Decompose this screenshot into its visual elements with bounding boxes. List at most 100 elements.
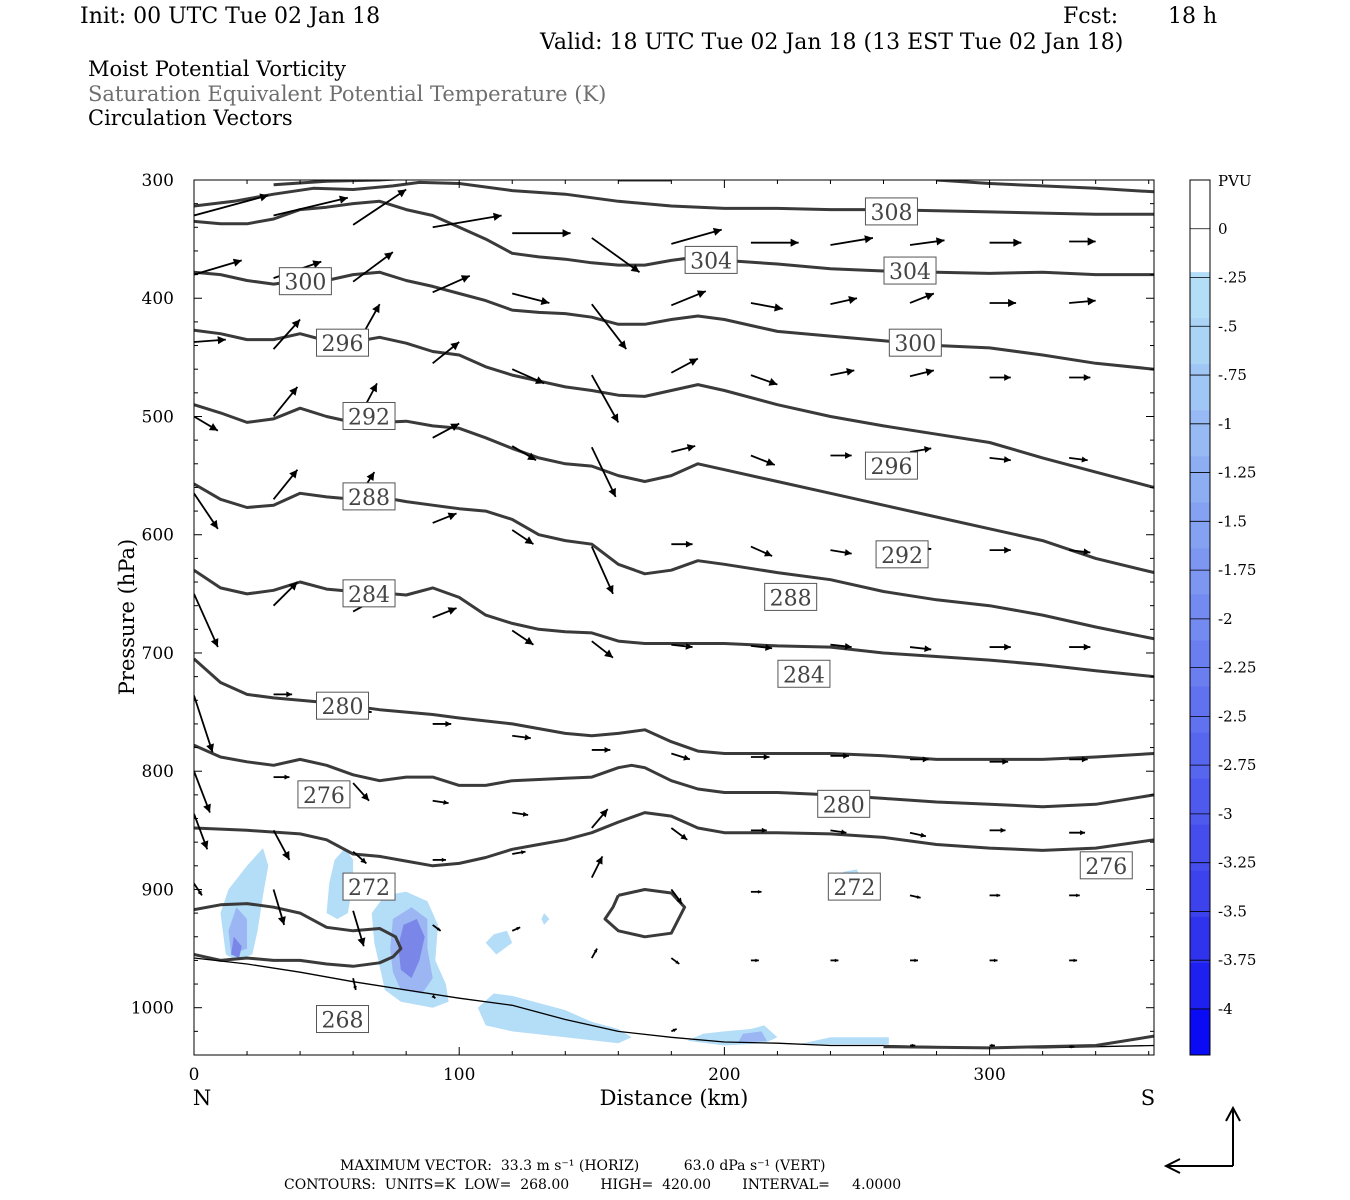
circulation-vector <box>194 695 214 753</box>
y-tick-label: 400 <box>142 289 174 309</box>
x-axis-title: Distance (km) <box>600 1086 749 1110</box>
circulation-vector <box>591 374 620 423</box>
contour-label: 276 <box>297 780 351 809</box>
circulation-vector <box>750 302 783 312</box>
circulation-vectors <box>194 188 1096 1049</box>
y-tick-label: 500 <box>142 407 174 427</box>
field-title-theta-es: Saturation Equivalent Potential Temperat… <box>88 82 607 106</box>
circulation-vector <box>511 368 545 385</box>
circulation-vector <box>909 237 945 246</box>
circulation-vector <box>989 758 1009 765</box>
colorbar-label: -.5 <box>1218 317 1237 335</box>
circulation-vector <box>432 274 471 294</box>
y-tick-label: 300 <box>142 171 174 191</box>
circulation-vector <box>989 893 1001 898</box>
colorbar-swatch <box>1190 732 1210 780</box>
contour-label-text: 284 <box>783 663 825 688</box>
contour-label: 280 <box>817 789 871 818</box>
circulation-vector <box>432 720 452 727</box>
circulation-vector <box>352 188 407 226</box>
colorbar-frame <box>1189 179 1211 1056</box>
circulation-vector <box>671 752 691 761</box>
contour-label: 284 <box>342 579 396 608</box>
contour-272 <box>194 811 1154 868</box>
contour-label-text: 296 <box>322 332 364 357</box>
circulation-vector <box>512 229 571 238</box>
circulation-vector <box>830 549 852 556</box>
circulation-vector <box>272 829 291 861</box>
circulation-vector <box>1069 374 1091 381</box>
contour-label: 292 <box>342 401 396 430</box>
colorbar-swatch <box>1190 410 1210 457</box>
circulation-vector <box>1069 297 1096 306</box>
contour-276 <box>603 888 687 939</box>
circulation-vector <box>1069 643 1091 651</box>
circulation-vector <box>750 454 776 466</box>
contour-labels: 308 304 304 300 296 300 292 296 288 292 284 288 280 2… <box>278 197 1133 1034</box>
circulation-vector <box>352 977 357 991</box>
contour-label-text: 292 <box>348 405 390 430</box>
circulation-vector <box>989 298 1017 308</box>
contour-label-text: 292 <box>881 544 923 569</box>
contour-label-text: 288 <box>770 586 812 611</box>
colorbar-swatch <box>1190 180 1210 227</box>
pv-region <box>798 1037 889 1045</box>
circulation-vector <box>194 813 209 850</box>
circulation-vector <box>273 774 290 780</box>
colorbar-swatch <box>1190 502 1210 549</box>
circulation-vector <box>590 855 604 879</box>
circulation-vector <box>670 827 688 841</box>
x-tick-label: 200 <box>708 1065 740 1085</box>
colorbar-label: -2.5 <box>1218 707 1247 725</box>
circulation-vector <box>750 958 759 963</box>
contour-label: 268 <box>316 1005 370 1034</box>
colorbar-swatch <box>1190 1008 1210 1056</box>
contour-284 <box>194 568 1154 679</box>
circulation-vector <box>432 212 502 229</box>
circulation-vector <box>671 540 693 548</box>
contour-288 <box>194 482 1154 641</box>
terrain-surface <box>194 957 1154 1050</box>
colorbar-label: -1.25 <box>1218 464 1256 482</box>
circulation-vector <box>989 1043 995 1048</box>
pv-region <box>477 993 632 1044</box>
circulation-vector <box>670 888 683 905</box>
circulation-vector <box>830 958 839 963</box>
contour-label-text: 284 <box>348 583 390 608</box>
circulation-vector <box>830 829 847 835</box>
contour-label: 276 <box>1079 851 1133 880</box>
contour-label-text: 280 <box>322 695 364 720</box>
pvu-colorbar: PVU 0 -.25 -.5 -.75 -1 -1.25 -1.5 -1.75 -2 -2.25 -2… <box>1189 172 1256 1056</box>
field-title-mpv: Moist Potential Vorticity <box>88 57 346 81</box>
circulation-vector <box>750 827 767 833</box>
circulation-vector <box>1069 456 1088 463</box>
forecast-hour: 18 h <box>1168 4 1218 29</box>
circulation-vector <box>989 546 1011 554</box>
circulation-vector <box>671 227 722 245</box>
contour-label: 308 <box>864 197 918 226</box>
contour-label-text: 272 <box>348 876 390 901</box>
circulation-vector <box>512 811 529 817</box>
circulation-vector <box>590 546 614 595</box>
contour-label-text: 296 <box>870 455 912 480</box>
circulation-vector <box>432 924 442 932</box>
circulation-vector <box>670 1028 678 1033</box>
circulation-vector <box>830 452 852 459</box>
colorbar-swatch <box>1190 594 1210 642</box>
circulation-vector <box>194 258 242 276</box>
circulation-vector <box>910 756 929 763</box>
y-axis-title: Pressure (hPa) <box>115 539 139 695</box>
circulation-vector <box>432 799 449 805</box>
circulation-vector <box>910 1043 916 1048</box>
contour-label-text: 300 <box>284 271 326 296</box>
circulation-vector <box>194 593 219 648</box>
contour-label: 284 <box>777 659 831 688</box>
circulation-vector <box>512 734 531 741</box>
colorbar-swatch <box>1190 456 1210 503</box>
circulation-vector <box>511 529 534 545</box>
circulation-vector <box>432 512 457 524</box>
circulation-vector <box>352 782 370 802</box>
colorbar-label: 0 <box>1218 220 1228 238</box>
endpoint-right: S <box>1141 1086 1155 1110</box>
contour-label: 288 <box>764 582 818 611</box>
